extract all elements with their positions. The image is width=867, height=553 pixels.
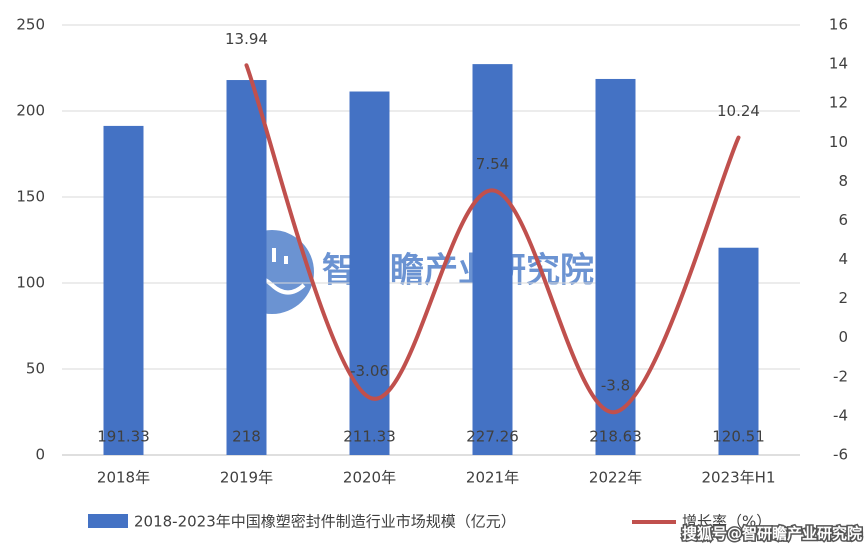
bar: [226, 80, 267, 455]
x-tick-label: 2018年: [97, 469, 150, 487]
x-tick-label: 2021年: [466, 469, 519, 487]
x-tick-label: 2022年: [589, 469, 642, 487]
y2-tick-label: -4: [833, 406, 848, 424]
y2-tick-label: 10: [829, 133, 848, 151]
legend-swatch: [88, 514, 128, 528]
y2-tick-label: -2: [833, 367, 848, 385]
line-value-label: 10.24: [717, 102, 760, 120]
x-tick-label: 2023年H1: [702, 469, 776, 487]
y-tick-label: 250: [16, 16, 45, 34]
y2-tick-label: 16: [829, 16, 848, 34]
y2-tick-label: 8: [838, 172, 848, 190]
y2-tick-label: 14: [829, 55, 848, 73]
bar: [349, 91, 390, 456]
legend-label: 增长率（%）: [682, 513, 771, 531]
legend-label: 2018-2023年中国橡塑密封件制造行业市场规模（亿元）: [134, 513, 516, 531]
bar-value-label: 227.26: [466, 428, 519, 446]
line-value-label: -3.06: [350, 362, 389, 380]
line-value-label: -3.8: [601, 377, 630, 395]
x-tick-label: 2019年: [220, 469, 273, 487]
y2-tick-label: 12: [829, 94, 848, 112]
bar-value-label: 218: [232, 428, 261, 446]
bar: [595, 78, 636, 456]
x-tick-label: 2020年: [343, 469, 396, 487]
y-tick-label: 0: [35, 446, 45, 464]
line-value-label: 7.54: [476, 155, 509, 173]
y2-tick-label: 4: [838, 250, 848, 268]
bar-value-label: 191.33: [97, 428, 150, 446]
bar-value-label: 218.63: [589, 428, 642, 446]
bar-value-label: 120.51: [712, 428, 765, 446]
line-value-label: 13.94: [225, 30, 268, 48]
y2-tick-label: 2: [838, 289, 848, 307]
bar: [472, 64, 513, 456]
bar: [718, 247, 759, 455]
y2-tick-label: -6: [833, 446, 848, 464]
y-tick-label: 200: [16, 102, 45, 120]
source-watermark: 搜狐号@智研瞻产业研究院: [682, 525, 862, 543]
bar-value-label: 211.33: [343, 428, 396, 446]
y-tick-label: 50: [26, 360, 45, 378]
y-tick-label: 100: [16, 274, 45, 292]
bar: [103, 125, 144, 455]
y2-tick-label: 0: [838, 328, 848, 346]
y-tick-label: 150: [16, 188, 45, 206]
y2-tick-label: 6: [838, 211, 848, 229]
line: [244, 63, 741, 415]
